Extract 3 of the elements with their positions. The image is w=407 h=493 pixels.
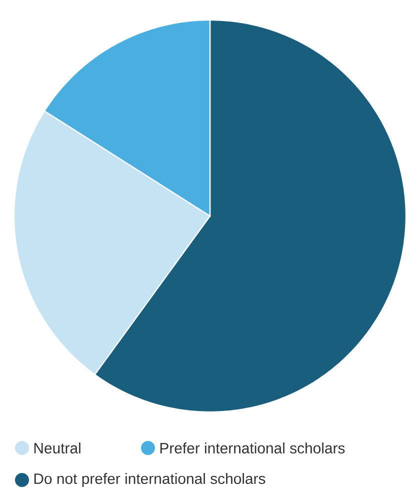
legend-label: Prefer international scholars — [160, 442, 345, 454]
legend-label: Do not prefer international scholars — [34, 473, 266, 487]
legend-label: Neutral — [34, 442, 81, 454]
